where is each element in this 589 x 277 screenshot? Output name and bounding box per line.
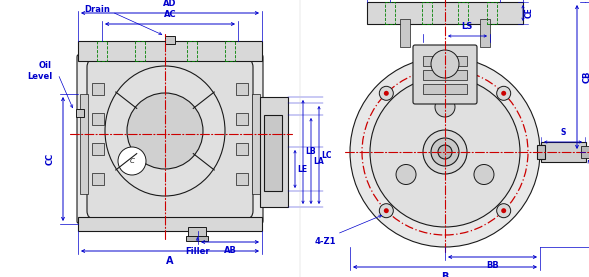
Bar: [80, 94, 88, 194]
Bar: [252, 94, 260, 194]
Text: AC: AC: [164, 10, 176, 19]
Circle shape: [127, 93, 203, 169]
Bar: [422, 2, 432, 24]
Bar: [480, 19, 490, 47]
Bar: [92, 83, 104, 95]
Text: LA: LA: [313, 157, 324, 165]
Bar: [236, 143, 248, 155]
Bar: [78, 41, 262, 61]
Text: LE: LE: [297, 165, 307, 173]
Circle shape: [384, 208, 389, 213]
Bar: [165, 36, 175, 44]
Bar: [487, 2, 497, 24]
Text: C: C: [130, 158, 134, 164]
Circle shape: [431, 50, 459, 78]
Bar: [236, 173, 248, 185]
Bar: [260, 97, 288, 207]
Bar: [423, 84, 467, 94]
Text: LC: LC: [321, 150, 332, 160]
Text: LS: LS: [461, 22, 472, 31]
FancyBboxPatch shape: [413, 45, 477, 104]
Circle shape: [497, 86, 511, 100]
Text: LB: LB: [305, 147, 316, 157]
Bar: [537, 145, 545, 159]
Bar: [135, 41, 145, 61]
Circle shape: [118, 147, 146, 175]
Text: AB: AB: [224, 246, 236, 255]
Text: AD: AD: [163, 0, 177, 8]
Bar: [187, 41, 197, 61]
Bar: [92, 143, 104, 155]
Text: CC: CC: [46, 153, 55, 165]
Bar: [581, 146, 589, 158]
Text: Oil
Level: Oil Level: [27, 61, 52, 81]
Bar: [236, 83, 248, 95]
Circle shape: [501, 91, 506, 96]
Circle shape: [474, 165, 494, 184]
Text: A: A: [166, 256, 174, 266]
Bar: [423, 70, 467, 80]
Circle shape: [501, 208, 506, 213]
Bar: [97, 41, 107, 61]
Text: Drain: Drain: [84, 4, 110, 14]
Circle shape: [396, 165, 416, 184]
Bar: [225, 41, 235, 61]
Bar: [400, 19, 410, 47]
Circle shape: [350, 57, 540, 247]
Circle shape: [438, 145, 452, 159]
Bar: [423, 56, 467, 66]
Text: CE: CE: [525, 7, 534, 19]
Text: Filler: Filler: [186, 247, 210, 256]
Bar: [92, 173, 104, 185]
Circle shape: [384, 91, 389, 96]
Text: S: S: [560, 128, 565, 137]
Circle shape: [497, 204, 511, 218]
Circle shape: [379, 86, 393, 100]
Bar: [264, 115, 282, 191]
Bar: [188, 227, 206, 239]
Bar: [76, 109, 84, 117]
Circle shape: [379, 204, 393, 218]
Bar: [78, 217, 262, 231]
Bar: [385, 2, 395, 24]
FancyBboxPatch shape: [87, 59, 253, 219]
Circle shape: [431, 138, 459, 166]
Bar: [541, 142, 586, 162]
Text: CB: CB: [583, 71, 589, 83]
Text: BB: BB: [486, 261, 499, 270]
Ellipse shape: [105, 66, 225, 196]
Circle shape: [423, 130, 467, 174]
Text: B: B: [441, 272, 449, 277]
Bar: [92, 113, 104, 125]
Bar: [367, 2, 523, 24]
Circle shape: [435, 97, 455, 117]
Bar: [186, 236, 208, 241]
Circle shape: [370, 77, 520, 227]
FancyBboxPatch shape: [77, 54, 263, 224]
Bar: [236, 113, 248, 125]
Text: 4-Z1: 4-Z1: [315, 237, 336, 247]
Bar: [458, 2, 468, 24]
